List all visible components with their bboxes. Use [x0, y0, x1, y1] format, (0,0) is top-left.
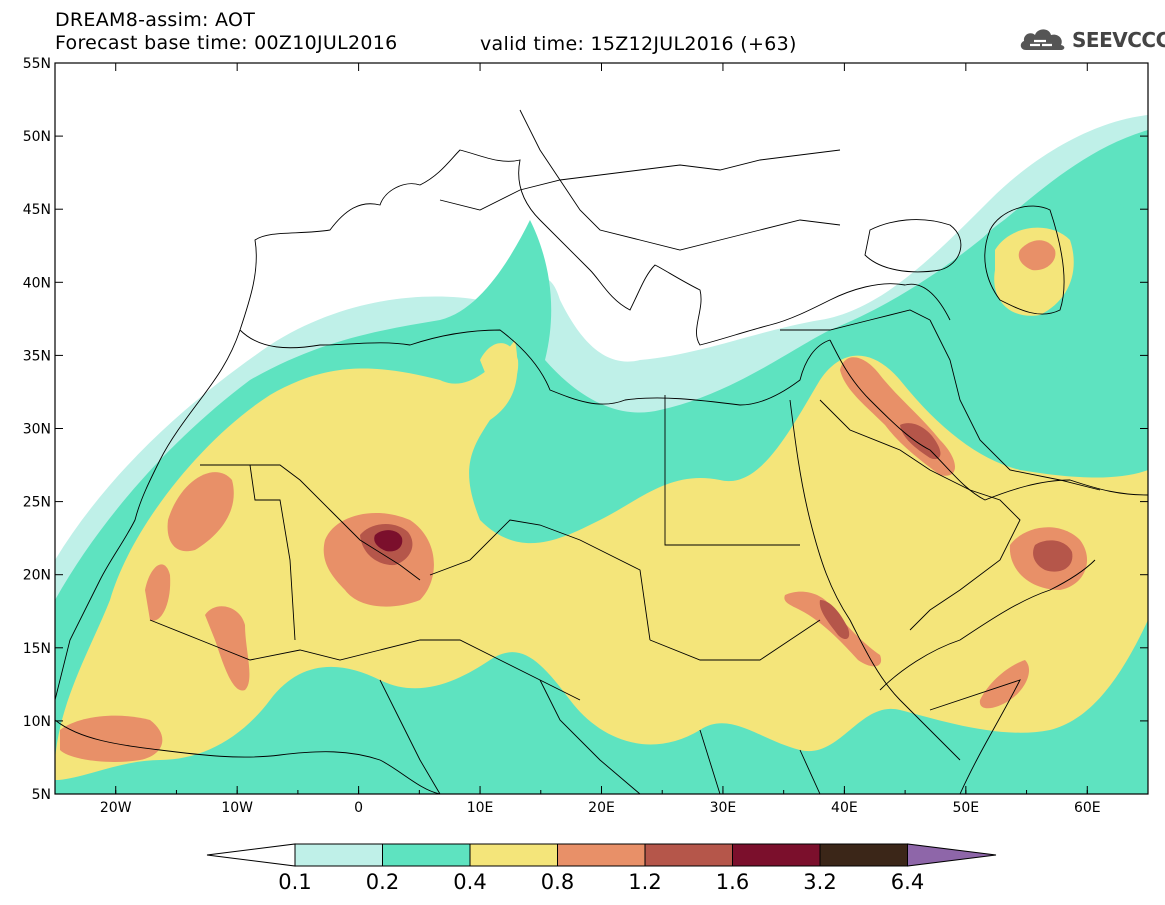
coastline-north-africa: [239, 329, 831, 406]
colorbar-arrow-high: [907, 843, 997, 867]
aot-field-1.6-sahara: [374, 530, 403, 552]
aot-field-0.8-eritrea: [784, 591, 882, 667]
colorbar-label: 6.4: [891, 870, 924, 894]
border-algeria-mali: [250, 464, 421, 581]
lon-tick-label: 60E: [1074, 800, 1101, 816]
coastline-horn: [929, 679, 1021, 794]
colorbar-label: 0.1: [278, 870, 311, 894]
lat-tick-label: 10N: [23, 714, 51, 730]
border-sudan: [649, 619, 821, 661]
lon-tick-label: 40E: [831, 800, 858, 816]
aot-field-0.8-westafrica: [145, 564, 171, 621]
lat-tick-label: 5N: [32, 787, 51, 803]
logo-text: SEEVCCC: [1072, 28, 1165, 52]
lat-tick-label: 35N: [23, 348, 51, 364]
aot-field-0.4-tunisia: [480, 343, 519, 387]
coastline-caspian: [984, 205, 1065, 315]
colorbar-swatch: [294, 843, 383, 867]
aot-fields: [55, 115, 1148, 794]
aot-field-0.8-horn: [979, 660, 1030, 709]
map-title: DREAM8-assim: AOT: [55, 9, 256, 31]
aot-field-0.4: [55, 340, 1148, 780]
border-west-africa: [149, 619, 581, 701]
colorbar-label: 1.6: [716, 870, 749, 894]
colorbar-label: 1.2: [628, 870, 661, 894]
aot-field-0.8-mauritania: [167, 472, 234, 552]
lat-tick-label: 20N: [23, 568, 51, 584]
lat-tick-label: 40N: [23, 275, 51, 291]
lon-tick-label: 0: [354, 800, 363, 816]
border-mali-mauritania: [200, 464, 296, 641]
lat-tick-label: 15N: [23, 641, 51, 657]
coastline-west-africa: [55, 329, 241, 701]
lon-tick-label: 50E: [952, 800, 979, 816]
colorbar-swatch: [819, 843, 908, 867]
coastline-europe: [239, 149, 951, 346]
lat-tick-label: 55N: [23, 56, 51, 72]
forecast-base-time: Forecast base time: 00Z10JUL2016: [55, 32, 398, 54]
coastlines-and-borders: [55, 109, 1148, 794]
coastline-black-sea: [864, 219, 962, 273]
aot-field-1.2-oman: [1033, 540, 1073, 572]
lat-tick-label: 30N: [23, 422, 51, 438]
colorbar-swatch: [644, 843, 733, 867]
border-central-europe: [439, 149, 841, 211]
colorbar-swatch: [732, 843, 821, 867]
coastline-arabia-south: [879, 559, 1096, 691]
cloud-icon: [1020, 29, 1065, 50]
colorbar-label: 3.2: [803, 870, 836, 894]
lon-tick-label: 20E: [588, 800, 615, 816]
border-niger-chad: [429, 519, 651, 641]
valid-time: valid time: 15Z12JUL2016 (+63): [480, 33, 797, 55]
aot-field-0.8-coast: [60, 715, 163, 762]
border-iran: [929, 319, 1101, 491]
colorbar-swatch: [382, 843, 471, 867]
lon-tick-label: 10W: [221, 800, 253, 816]
aot-field-1.2-eritrea: [819, 600, 850, 640]
aot-field-0.8-caspian: [1018, 240, 1056, 271]
colorbar: 0.1 0.2 0.4 0.8 1.2 1.6 3.2 6.4: [206, 843, 997, 894]
axis-ticks: 20W 10W 0 10E 20E 30E 40E 50E 60E 5N 10N 15N 20N 25N 3…: [23, 56, 1149, 816]
lat-tick-label: 50N: [23, 129, 51, 145]
border-libya-egypt: [664, 395, 800, 546]
seevccc-logo: SEEVCCC: [1018, 24, 1165, 54]
border-eastern-europe: [519, 109, 841, 251]
colorbar-swatch: [557, 843, 646, 867]
lon-tick-label: 20W: [100, 800, 132, 816]
coastline-gulf-of-guinea: [55, 719, 441, 794]
lon-tick-label: 30E: [710, 800, 737, 816]
aot-field-0.8-mali: [205, 606, 250, 691]
colorbar-label: 0.2: [366, 870, 399, 894]
colorbar-label: 0.8: [541, 870, 574, 894]
colorbar-arrow-low: [206, 843, 296, 867]
colorbar-label: 0.4: [453, 870, 486, 894]
colorbar-swatch: [469, 843, 558, 867]
border-turkey-syria: [780, 309, 931, 331]
lon-tick-label: 10E: [467, 800, 494, 816]
coastline-arabia: [829, 339, 1148, 501]
lat-tick-label: 25N: [23, 495, 51, 511]
coastline-red-sea: [789, 399, 961, 761]
border-saudi: [819, 399, 1021, 631]
border-central-africa: [379, 679, 821, 794]
lat-tick-label: 45N: [23, 202, 51, 218]
